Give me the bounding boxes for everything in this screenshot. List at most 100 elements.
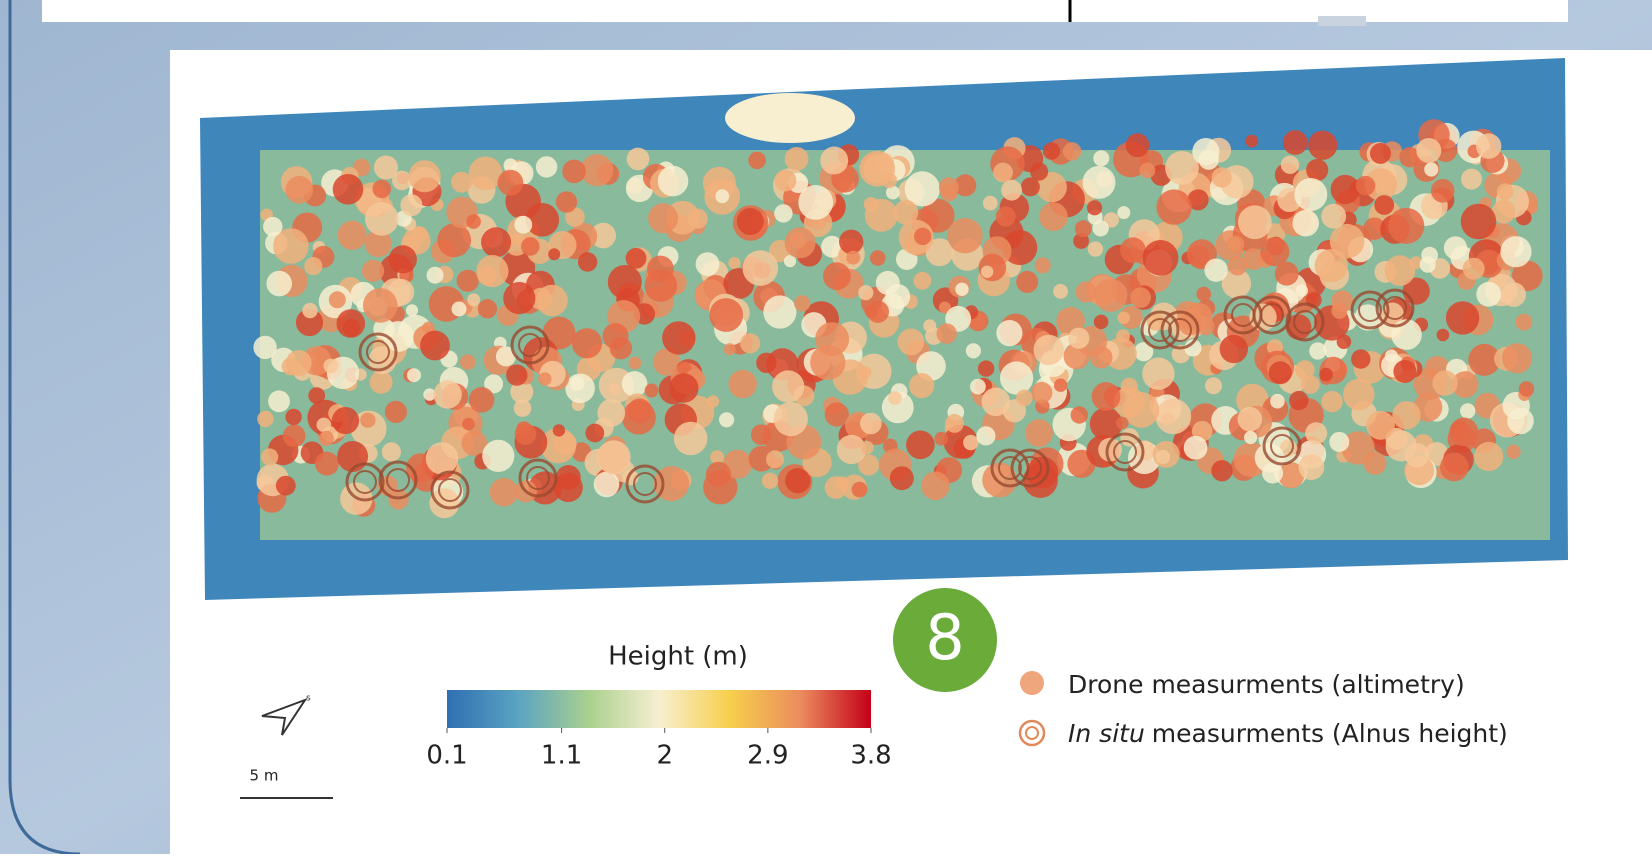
canopy-blob xyxy=(1337,334,1352,349)
canopy-blob xyxy=(909,373,934,398)
canopy-blob xyxy=(548,248,560,260)
canopy-blob xyxy=(645,269,678,302)
canopy-blob xyxy=(715,189,729,203)
canopy-blob xyxy=(1087,200,1102,215)
tab xyxy=(1318,16,1366,26)
canopy-blob xyxy=(1519,381,1534,396)
canopy-blob xyxy=(993,163,1013,183)
canopy-blob xyxy=(1238,407,1263,432)
canopy-blob xyxy=(1130,287,1151,308)
canopy-blob xyxy=(1370,143,1391,164)
canopy-blob xyxy=(603,323,629,349)
canopy-blob xyxy=(315,452,339,476)
canopy-blob xyxy=(1155,399,1191,435)
canopy-blob xyxy=(536,156,557,177)
canopy-blob xyxy=(1238,205,1272,239)
canopy-blob xyxy=(506,364,527,385)
canopy-blob xyxy=(1117,312,1130,325)
canopy-blob xyxy=(662,321,695,354)
canopy-blob xyxy=(1292,210,1319,237)
canopy-blob xyxy=(823,262,851,290)
canopy-blob xyxy=(1385,255,1416,286)
canopy-blob xyxy=(385,401,407,423)
canopy-blob xyxy=(400,194,422,216)
canopy-blob xyxy=(1071,406,1088,423)
canopy-blob xyxy=(762,473,778,489)
canopy-blob xyxy=(286,350,312,376)
canopy-blob xyxy=(1440,453,1469,482)
canopy-blob xyxy=(914,228,931,245)
canopy-blob xyxy=(1331,175,1360,204)
legend-italic: In situ xyxy=(1068,719,1145,748)
canopy-blob xyxy=(433,380,461,408)
canopy-blob xyxy=(482,440,514,472)
canopy-blob xyxy=(1116,329,1130,343)
canopy-blob xyxy=(785,227,816,258)
canopy-blob xyxy=(276,476,296,496)
canopy-blob xyxy=(1476,282,1501,307)
canopy-blob xyxy=(1356,176,1376,196)
canopy-blob xyxy=(452,302,467,317)
canopy-blob xyxy=(1184,436,1208,460)
canopy-blob xyxy=(521,237,540,256)
canopy-blob xyxy=(820,147,848,175)
canopy-blob xyxy=(1301,375,1320,394)
canopy-blob xyxy=(467,293,480,306)
legend-dot xyxy=(1020,671,1044,695)
canopy-blob xyxy=(498,170,524,196)
canopy-blob xyxy=(1192,138,1219,165)
canopy-blob xyxy=(1329,432,1349,452)
tick-label: 0.1 xyxy=(426,741,467,771)
north-label: s xyxy=(306,694,311,704)
canopy-blob xyxy=(981,266,993,278)
tick-label: 1.1 xyxy=(541,741,582,771)
canopy-blob xyxy=(982,388,1011,417)
canopy-blob xyxy=(774,402,808,436)
canopy-blob xyxy=(1500,236,1531,267)
canopy-blob xyxy=(963,435,978,450)
canopy-blob xyxy=(1086,274,1118,306)
canopy-blob xyxy=(751,424,772,445)
canopy-blob xyxy=(389,245,417,273)
canopy-blob xyxy=(1244,431,1257,444)
canopy-blob xyxy=(766,450,784,468)
canopy-blob xyxy=(1204,259,1227,282)
canopy-blob xyxy=(622,371,648,397)
canopy-blob xyxy=(562,160,586,184)
canopy-blob xyxy=(253,336,276,359)
canopy-blob xyxy=(737,208,764,235)
canopy-blob xyxy=(894,200,919,225)
canopy-blob xyxy=(363,288,398,323)
canopy-blob xyxy=(503,282,535,314)
canopy-blob xyxy=(338,221,367,250)
canopy-blob xyxy=(1260,237,1289,266)
canopy-blob xyxy=(1117,206,1130,219)
canopy-blob xyxy=(1289,391,1308,410)
canopy-blob xyxy=(1474,442,1503,471)
canopy-blob xyxy=(870,250,886,266)
canopy-blob xyxy=(1094,315,1109,330)
tick-label: 3.8 xyxy=(850,741,891,771)
canopy-blob xyxy=(1331,290,1353,312)
canopy-blob xyxy=(976,426,995,445)
canopy-blob xyxy=(1000,361,1033,394)
canopy-blob xyxy=(1053,284,1068,299)
canopy-blob xyxy=(724,343,736,355)
canopy-blob xyxy=(392,171,411,190)
canopy-blob xyxy=(1420,257,1436,273)
canopy-blob xyxy=(1016,390,1033,407)
canopy-blob xyxy=(966,343,981,358)
canopy-blob xyxy=(859,151,895,187)
canopy-blob xyxy=(1446,301,1479,334)
canopy-blob xyxy=(304,257,322,275)
canopy-blob xyxy=(921,472,950,501)
canopy-blob xyxy=(1343,379,1375,411)
canopy-blob xyxy=(1374,195,1394,215)
canopy-blob xyxy=(1391,319,1422,350)
canopy-blob xyxy=(785,468,810,493)
canopy-blob xyxy=(852,482,868,498)
canopy-blob xyxy=(1136,441,1156,461)
canopy-blob xyxy=(939,177,959,197)
canopy-blob xyxy=(1299,454,1325,480)
canopy-blob xyxy=(1309,342,1326,359)
